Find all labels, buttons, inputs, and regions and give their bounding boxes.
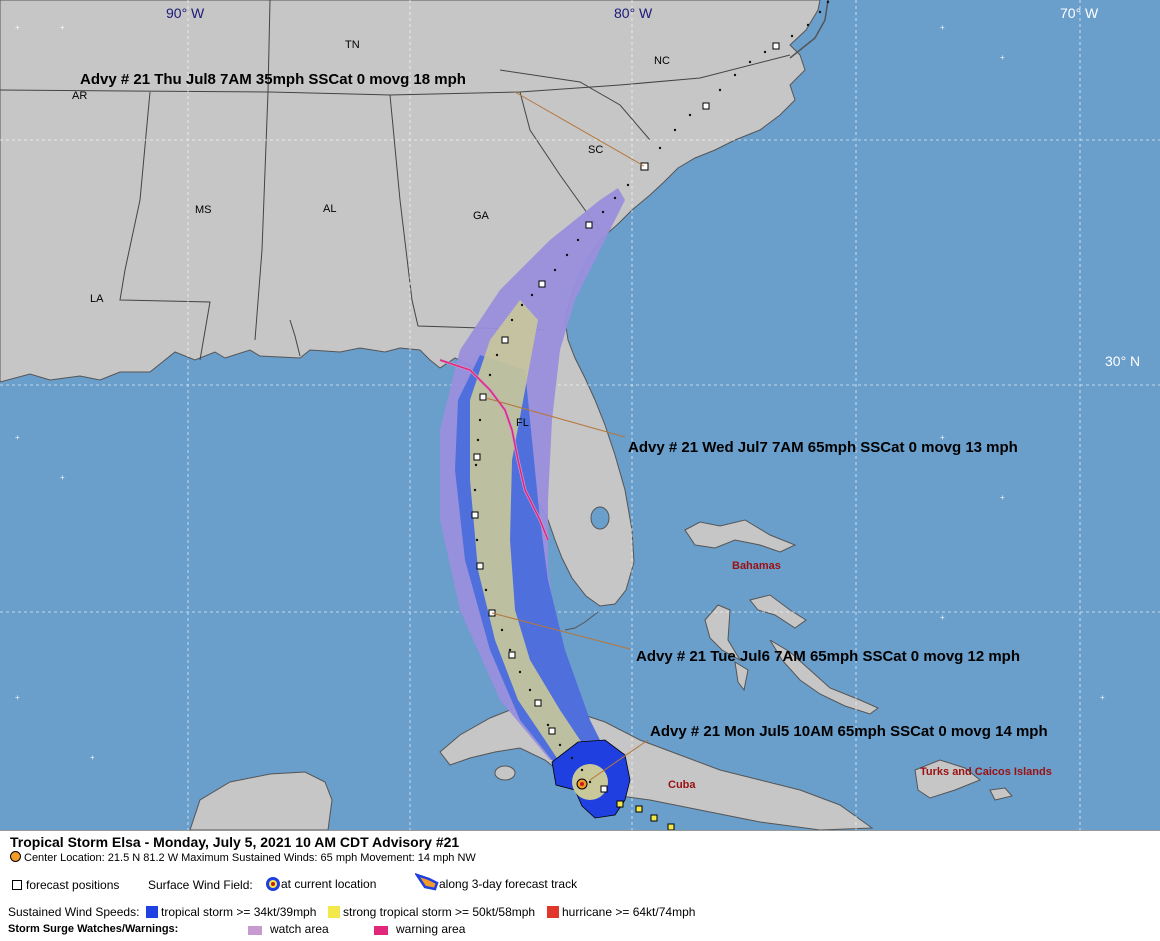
legend-center-info: Center Location: 21.5 N 81.2 W Maximum S… bbox=[10, 851, 476, 864]
state-label-fl: FL bbox=[516, 417, 529, 429]
state-label-tn: TN bbox=[345, 39, 360, 51]
legend-watch: watch area bbox=[248, 922, 329, 936]
advisory-label-wed: Advy # 21 Wed Jul7 7AM 65mph SSCat 0 mov… bbox=[628, 439, 1018, 456]
legend-surface-wind-field: Surface Wind Field: bbox=[148, 878, 253, 892]
storm-center-icon bbox=[10, 851, 21, 862]
svg-text:+: + bbox=[940, 433, 945, 442]
legend-ts-text: tropical storm >= 34kt/39mph bbox=[161, 905, 317, 919]
legend-title: Tropical Storm Elsa - Monday, July 5, 20… bbox=[10, 834, 460, 850]
svg-text:+: + bbox=[15, 433, 20, 442]
graticule-crosses: + + + + + + + + + + + + bbox=[15, 23, 1105, 762]
graticule bbox=[0, 0, 1160, 830]
svg-text:+: + bbox=[1000, 493, 1005, 502]
hurricane-swatch bbox=[547, 906, 559, 918]
svg-text:+: + bbox=[15, 23, 20, 32]
ts-swatch bbox=[146, 906, 158, 918]
svg-text:+: + bbox=[60, 473, 65, 482]
place-label-cuba: Cuba bbox=[668, 779, 696, 791]
legend-warning: warning area bbox=[374, 922, 465, 936]
legend-along-track-text: along 3-day forecast track bbox=[439, 877, 578, 891]
current-wind-field-icon bbox=[266, 877, 280, 891]
legend-watch-text: watch area bbox=[270, 922, 329, 936]
sts-swatch bbox=[328, 906, 340, 918]
legend-sts: strong tropical storm >= 50kt/58mph bbox=[328, 905, 535, 919]
legend-warning-text: warning area bbox=[396, 922, 466, 936]
legend-sustained-label: Sustained Wind Speeds: bbox=[8, 905, 140, 919]
legend-along-track: along 3-day forecast track bbox=[413, 872, 578, 892]
wind-field-track bbox=[470, 300, 600, 790]
warning-area-coast bbox=[439, 359, 549, 541]
state-borders bbox=[0, 0, 791, 361]
lon-label-70w: 70° W bbox=[1060, 5, 1099, 21]
watch-swatch bbox=[248, 926, 262, 935]
legend-forecast-positions: forecast positions bbox=[12, 878, 119, 892]
lon-label-80w: 80° W bbox=[614, 5, 653, 21]
svg-text:+: + bbox=[940, 613, 945, 622]
state-label-al: AL bbox=[323, 203, 336, 215]
svg-text:+: + bbox=[1100, 693, 1105, 702]
place-label-turks: Turks and Caicos Islands bbox=[920, 766, 1052, 778]
forecast-position-icon bbox=[12, 880, 22, 890]
state-label-ms: MS bbox=[195, 204, 212, 216]
state-label-ar: AR bbox=[72, 90, 87, 102]
yucatan bbox=[189, 771, 333, 830]
advisory-label-thu: Advy # 21 Thu Jul8 7AM 35mph SSCat 0 mov… bbox=[80, 71, 466, 88]
state-label-sc: SC bbox=[588, 144, 603, 156]
legend-surge-label: Storm Surge Watches/Warnings: bbox=[8, 923, 179, 935]
svg-text:+: + bbox=[1000, 53, 1005, 62]
svg-text:+: + bbox=[60, 23, 65, 32]
track-wind-field-icon bbox=[413, 872, 439, 891]
past-track bbox=[616, 800, 675, 830]
svg-text:+: + bbox=[90, 753, 95, 762]
svg-text:+: + bbox=[15, 693, 20, 702]
legend-sts-text: strong tropical storm >= 50kt/58mph bbox=[343, 905, 536, 919]
bahamas-islands bbox=[684, 519, 1013, 801]
leader-lines bbox=[485, 91, 649, 781]
state-label-nc: NC bbox=[654, 55, 670, 67]
svg-text:+: + bbox=[940, 23, 945, 32]
lon-label-90w: 90° W bbox=[166, 5, 205, 21]
outer-banks bbox=[789, 0, 829, 59]
storm-track-map: + + + + + + + + + + + + bbox=[0, 0, 1160, 830]
legend-ts: tropical storm >= 34kt/39mph bbox=[146, 905, 316, 919]
place-label-bahamas: Bahamas bbox=[732, 560, 781, 572]
state-label-ga: GA bbox=[473, 210, 490, 222]
lake-okeechobee bbox=[590, 506, 610, 530]
legend-hurricane-text: hurricane >= 64kt/74mph bbox=[562, 905, 696, 919]
advisory-label-tue: Advy # 21 Tue Jul6 7AM 65mph SSCat 0 mov… bbox=[636, 648, 1020, 665]
legend-hurricane: hurricane >= 64kt/74mph bbox=[547, 905, 695, 919]
warning-swatch bbox=[374, 926, 388, 935]
legend-center-text: Center Location: 21.5 N 81.2 W Maximum S… bbox=[24, 852, 476, 864]
storm-center-marker bbox=[576, 778, 588, 790]
state-label-la: LA bbox=[90, 293, 104, 305]
legend-at-current-text: at current location bbox=[281, 877, 377, 891]
florida-keys bbox=[564, 611, 599, 631]
legend-at-current: at current location bbox=[265, 876, 376, 892]
lat-label-30n: 30° N bbox=[1105, 353, 1140, 369]
legend-forecast-positions-text: forecast positions bbox=[26, 878, 120, 892]
legend-panel: Tropical Storm Elsa - Monday, July 5, 20… bbox=[0, 830, 1160, 941]
advisory-label-mon: Advy # 21 Mon Jul5 10AM 65mph SSCat 0 mo… bbox=[650, 723, 1048, 740]
isle-of-youth bbox=[494, 765, 516, 781]
